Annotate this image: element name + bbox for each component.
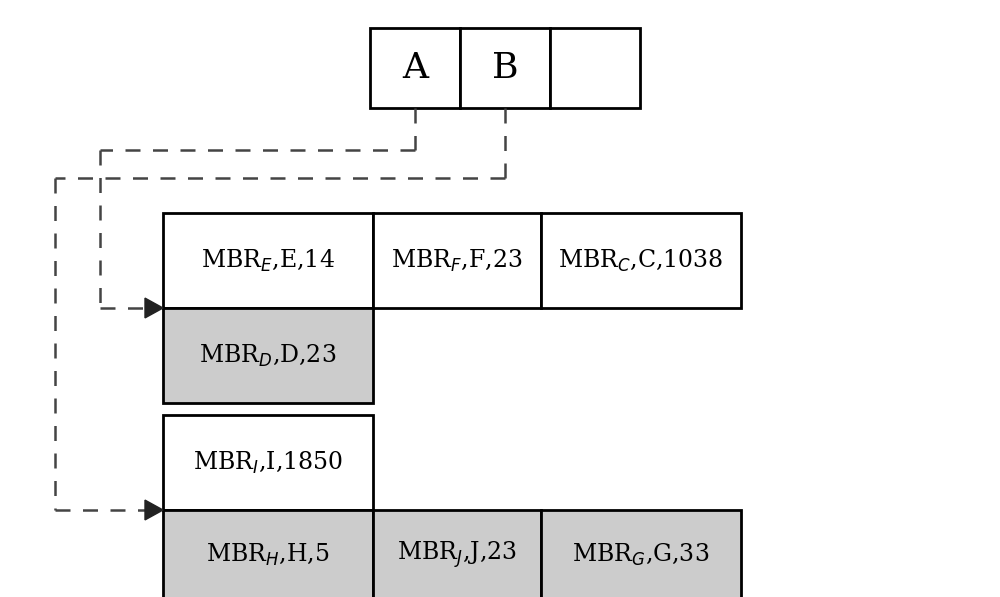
Text: MBR$_{D}$,D,23: MBR$_{D}$,D,23	[199, 343, 337, 368]
Text: MBR$_{J}$,J,23: MBR$_{J}$,J,23	[397, 540, 517, 570]
Text: MBR$_{G}$,G,33: MBR$_{G}$,G,33	[572, 542, 710, 568]
Bar	[163, 415, 373, 510]
Bar	[163, 308, 373, 403]
Bar	[460, 28, 550, 108]
Bar	[373, 213, 541, 308]
Text: A: A	[402, 51, 428, 85]
Bar	[541, 213, 741, 308]
Bar	[163, 213, 373, 308]
Bar	[541, 510, 741, 597]
Text: B: B	[492, 51, 518, 85]
Polygon shape	[145, 298, 163, 318]
Text: MBR$_{I}$,I,1850: MBR$_{I}$,I,1850	[193, 450, 343, 476]
Bar	[163, 510, 373, 597]
Text: MBR$_{H}$,H,5: MBR$_{H}$,H,5	[206, 542, 330, 568]
Text: MBR$_{F}$,F,23: MBR$_{F}$,F,23	[391, 247, 523, 273]
Bar	[550, 28, 640, 108]
Text: MBR$_{C}$,C,1038: MBR$_{C}$,C,1038	[558, 247, 724, 273]
Polygon shape	[145, 500, 163, 520]
Bar	[370, 28, 460, 108]
Text: MBR$_{E}$,E,14: MBR$_{E}$,E,14	[201, 247, 335, 273]
Bar	[373, 510, 541, 597]
